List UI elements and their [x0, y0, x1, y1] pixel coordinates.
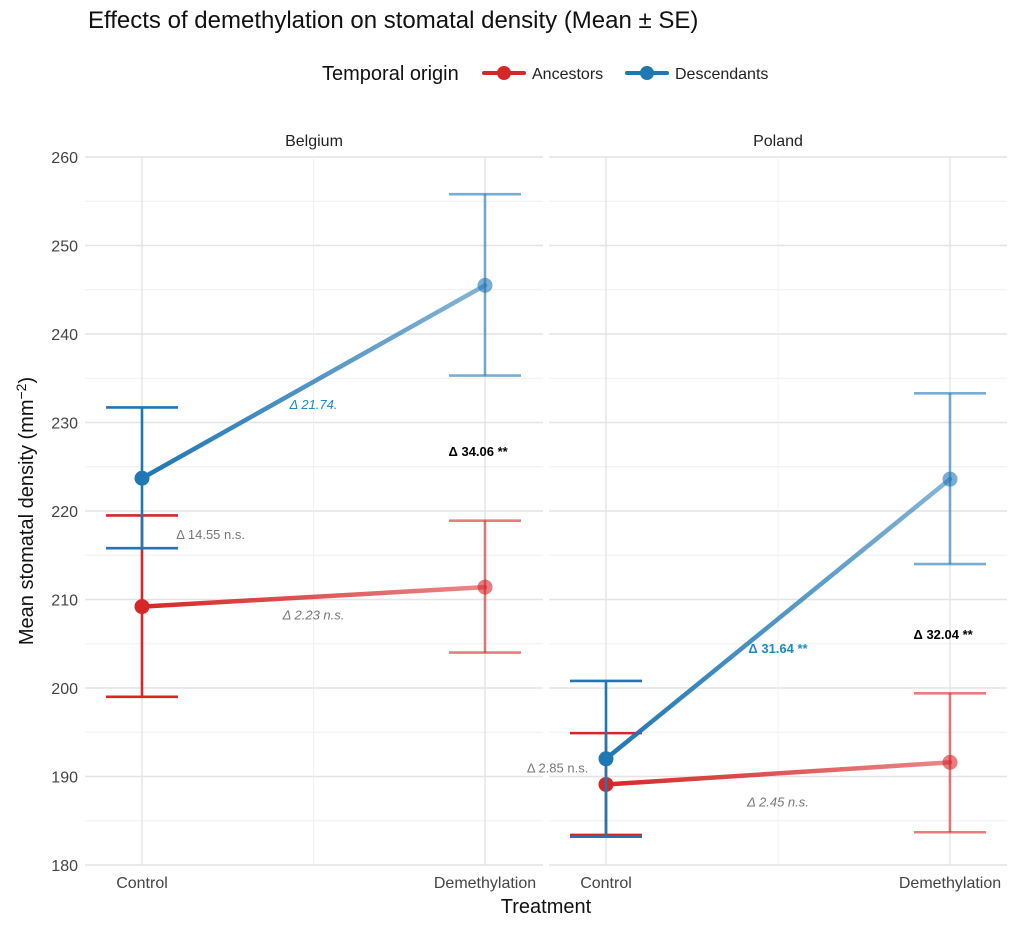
- panel-grid: [549, 156, 1007, 866]
- y-tick-label: 180: [51, 858, 78, 875]
- delta-annotation: Δ 2.45 n.s.: [746, 794, 809, 809]
- y-axis-title-superscript: −2: [13, 383, 29, 399]
- series-line: [603, 476, 953, 762]
- delta-annotation: Δ 21.74.: [289, 397, 338, 412]
- data-point: [134, 470, 150, 486]
- x-tick-label: Demethylation: [434, 875, 536, 892]
- series-descendants: [106, 192, 521, 550]
- panel-belgium: Belgium Control Demethylation Δ 21.74. Δ 34.…: [85, 133, 543, 892]
- legend-title: Temporal origin: [322, 63, 459, 85]
- y-axis-title: Mean stomatal density (mm−2): [13, 377, 38, 645]
- panel-label-poland: Poland: [753, 133, 803, 150]
- series-line: [139, 584, 488, 609]
- delta-annotation: Δ 32.04 **: [914, 627, 974, 642]
- data-point: [598, 751, 614, 767]
- delta-annotation: Δ 2.23 n.s.: [282, 608, 345, 623]
- y-axis-title-close: ): [16, 377, 38, 384]
- legend-item-ancestors: Ancestors: [482, 66, 603, 83]
- x-tick-label: Control: [116, 875, 168, 892]
- y-tick-label: 220: [51, 504, 78, 521]
- data-point: [942, 754, 958, 770]
- y-tick-label: 260: [51, 150, 78, 167]
- series-descendants: [570, 391, 986, 838]
- y-tick-label: 240: [51, 327, 78, 344]
- series-line: [139, 283, 488, 481]
- x-tick-label: Demethylation: [899, 875, 1001, 892]
- y-tick-label: 230: [51, 416, 78, 433]
- delta-annotation: Δ 14.55 n.s.: [176, 527, 245, 542]
- delta-annotation: Δ 34.06 **: [449, 444, 509, 459]
- data-point: [477, 579, 493, 595]
- panel-grid: [85, 156, 543, 866]
- legend-marker-descendants: [640, 66, 654, 80]
- panel-label-belgium: Belgium: [285, 133, 343, 150]
- y-tick-label: 250: [51, 239, 78, 256]
- legend-label-descendants: Descendants: [675, 66, 768, 83]
- panel-poland: Poland Control Demethylation Δ 31.64 ** Δ 32…: [527, 133, 1007, 892]
- y-tick-label: 200: [51, 681, 78, 698]
- y-tick-label: 210: [51, 593, 78, 610]
- series-line: [603, 760, 953, 787]
- series-ancestors: [106, 514, 521, 699]
- delta-annotation: Δ 2.85 n.s.: [527, 761, 588, 776]
- chart-title: Effects of demethylation on stomatal den…: [88, 7, 698, 34]
- legend-label-ancestors: Ancestors: [532, 66, 603, 83]
- delta-annotation: Δ 31.64 **: [748, 641, 808, 656]
- x-axis-title: Treatment: [501, 896, 592, 918]
- data-point: [477, 277, 493, 293]
- x-tick-label: Control: [580, 875, 632, 892]
- legend-marker-ancestors: [497, 66, 511, 80]
- legend-item-descendants: Descendants: [625, 66, 768, 83]
- y-tick-label: 190: [51, 770, 78, 787]
- legend: Temporal origin Ancestors Descendants: [322, 63, 768, 85]
- y-axis-title-text: Mean stomatal density (mm: [16, 400, 38, 646]
- data-point: [942, 471, 958, 487]
- data-point: [134, 599, 150, 615]
- y-axis-ticks: 180 190 200 210 220 230 240 250 260: [51, 150, 78, 875]
